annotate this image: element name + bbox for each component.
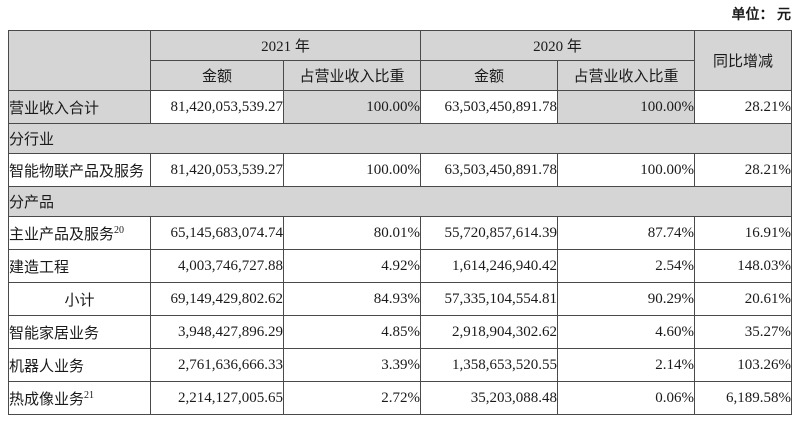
- yoy-cell: 28.21%: [694, 153, 793, 187]
- col-header-2020: 2020 年: [420, 30, 696, 61]
- row-label-text: 主业产品及服务: [9, 226, 115, 243]
- yoy-cell: 148.03%: [694, 249, 793, 283]
- col-header-amount-2020: 金额: [420, 60, 559, 91]
- row-label: 机器人业务: [8, 348, 151, 382]
- col-header-amount-2021: 金额: [150, 60, 284, 91]
- row-label: 建造工程: [8, 249, 151, 283]
- unit-label: 单位： 元: [731, 8, 792, 23]
- header-row-years: 2021 年 2020 年 同比增减: [8, 30, 793, 91]
- table-row-smart-iot: 智能物联产品及服务 81,420,053,539.27 100.00% 63,5…: [8, 153, 793, 187]
- section-row-by-industry: 分行业: [7, 123, 793, 154]
- amount-2021-cell: 65,145,683,074.74: [150, 216, 284, 250]
- ratio-2020-cell: 4.60%: [557, 315, 696, 349]
- ratio-2020-cell: 0.06%: [557, 381, 696, 415]
- table-row-main-products: 主业产品及服务20 65,145,683,074.74 80.01% 55,72…: [8, 216, 793, 250]
- row-label: 小计: [8, 282, 151, 316]
- amount-2021-cell: 2,214,127,005.65: [150, 381, 284, 415]
- table-row-subtotal: 小计 69,149,429,802.62 84.93% 57,335,104,5…: [8, 282, 793, 316]
- row-label: 智能家居业务: [8, 315, 151, 349]
- row-label-text: 智能家居业务: [9, 325, 100, 342]
- ratio-2021-cell: 4.85%: [282, 315, 422, 349]
- ratio-2021-cell: 2.72%: [282, 381, 422, 415]
- row-label: 热成像业务21: [8, 381, 151, 415]
- amount-2020-cell: 1,614,246,940.42: [420, 249, 559, 283]
- ratio-2020-cell: 90.29%: [557, 282, 696, 316]
- row-label-text: 机器人业务: [9, 358, 85, 375]
- amount-2021-cell: 2,761,636,666.33: [150, 348, 284, 382]
- section-label: 分行业: [7, 123, 793, 154]
- amount-2020-cell: 63,503,450,891.78: [420, 90, 559, 124]
- yoy-cell: 35.27%: [694, 315, 793, 349]
- table-row-construction: 建造工程 4,003,746,727.88 4.92% 1,614,246,94…: [8, 249, 793, 283]
- yoy-cell: 6,189.58%: [694, 381, 793, 415]
- amount-2020-cell: 1,358,653,520.55: [420, 348, 559, 382]
- yoy-cell: 16.91%: [694, 216, 793, 250]
- ratio-2021-cell: 100.00%: [282, 90, 422, 124]
- col-header-yoy: 同比增减: [694, 30, 793, 91]
- amount-2021-cell: 4,003,746,727.88: [150, 249, 284, 283]
- amount-2021-cell: 69,149,429,802.62: [150, 282, 284, 316]
- revenue-table: 2021 年 2020 年 同比增减 金额 占营业收入比重 金额 占营业收入比重…: [7, 30, 793, 415]
- table-row-thermal-imaging: 热成像业务21 2,214,127,005.65 2.72% 35,203,08…: [8, 381, 793, 415]
- header-row-metrics: 金额 占营业收入比重 金额 占营业收入比重: [9, 60, 792, 91]
- amount-2020-cell: 57,335,104,554.81: [420, 282, 559, 316]
- row-label-text: 热成像业务: [9, 391, 85, 408]
- row-label-text: 智能物联产品及服务: [9, 163, 145, 180]
- amount-2020-cell: 63,503,450,891.78: [420, 153, 559, 187]
- col-header-ratio-2021: 占营业收入比重: [282, 60, 422, 91]
- row-label-text: 小计: [64, 292, 95, 309]
- ratio-2020-cell: 100.00%: [557, 90, 696, 124]
- ratio-2020-cell: 2.54%: [557, 249, 696, 283]
- amount-2020-cell: 35,203,088.48: [420, 381, 559, 415]
- row-label-text: 建造工程: [9, 259, 70, 276]
- amount-2020-cell: 55,720,857,614.39: [420, 216, 559, 250]
- ratio-2021-cell: 4.92%: [282, 249, 422, 283]
- row-label: 智能物联产品及服务: [8, 153, 151, 187]
- row-label: 主业产品及服务20: [8, 216, 151, 250]
- yoy-cell: 28.21%: [694, 90, 793, 124]
- ratio-2020-cell: 87.74%: [557, 216, 696, 250]
- row-label-text: 营业收入合计: [9, 100, 100, 117]
- ratio-2021-cell: 84.93%: [282, 282, 422, 316]
- amount-2021-cell: 81,420,053,539.27: [150, 90, 284, 124]
- ratio-2020-cell: 100.00%: [557, 153, 696, 187]
- amount-2020-cell: 2,918,904,302.62: [420, 315, 559, 349]
- amount-2021-cell: 81,420,053,539.27: [150, 153, 284, 187]
- footnote-superscript: 20: [114, 224, 125, 236]
- ratio-2020-cell: 2.14%: [557, 348, 696, 382]
- table-row-total-revenue: 营业收入合计 81,420,053,539.27 100.00% 63,503,…: [8, 90, 793, 124]
- row-label: 营业收入合计: [8, 90, 151, 124]
- footnote-superscript: 21: [84, 389, 95, 401]
- amount-2021-cell: 3,948,427,896.29: [150, 315, 284, 349]
- col-header-2021: 2021 年: [149, 30, 422, 61]
- section-row-by-product: 分产品: [7, 186, 793, 217]
- ratio-2021-cell: 100.00%: [282, 153, 422, 187]
- yoy-cell: 103.26%: [694, 348, 793, 382]
- ratio-2021-cell: 80.01%: [282, 216, 422, 250]
- table-row-robotics: 机器人业务 2,761,636,666.33 3.39% 1,358,653,5…: [8, 348, 793, 382]
- ratio-2021-cell: 3.39%: [282, 348, 422, 382]
- yoy-cell: 20.61%: [694, 282, 793, 316]
- section-label: 分产品: [7, 186, 793, 217]
- table-row-smart-home: 智能家居业务 3,948,427,896.29 4.85% 2,918,904,…: [8, 315, 793, 349]
- col-header-ratio-2020: 占营业收入比重: [557, 60, 696, 91]
- corner-cell: [8, 30, 151, 91]
